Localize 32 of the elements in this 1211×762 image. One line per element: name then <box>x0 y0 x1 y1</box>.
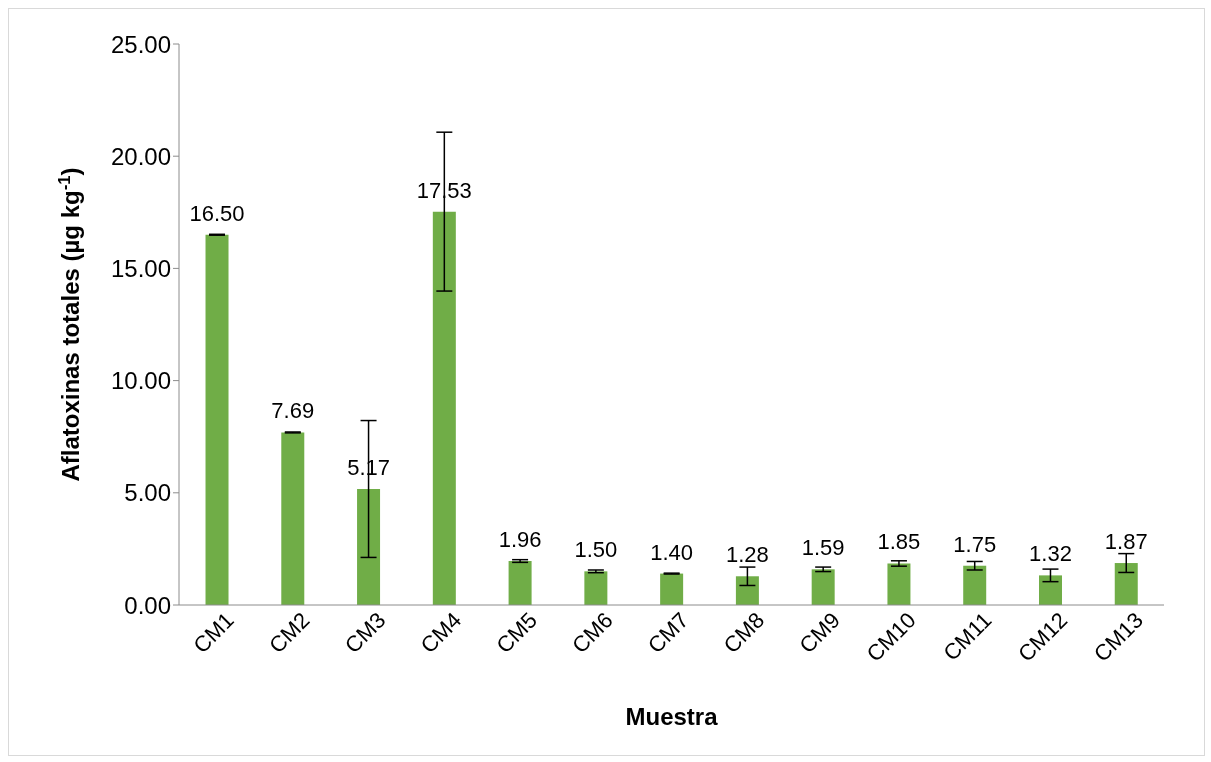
bar <box>281 432 305 605</box>
data-label: 1.85 <box>877 529 921 555</box>
bar <box>1038 575 1062 605</box>
data-label: 1.40 <box>650 539 694 565</box>
y-tick-label: 20.00 <box>110 142 171 170</box>
y-tick-label: 10.00 <box>110 367 171 395</box>
data-label: 1.28 <box>725 542 769 568</box>
y-tick-label: 5.00 <box>124 479 171 507</box>
y-tick-label: 15.00 <box>110 254 171 282</box>
x-axis-title: Muestra <box>625 703 719 730</box>
bar <box>584 571 608 605</box>
data-label: 1.32 <box>1029 541 1072 567</box>
bar <box>735 576 759 605</box>
data-label: 1.75 <box>953 531 997 557</box>
bar <box>508 561 532 605</box>
x-tick-label: CM1 <box>188 607 239 658</box>
data-label: 1.59 <box>801 535 845 561</box>
bar <box>660 573 684 605</box>
bar <box>357 488 381 605</box>
bar <box>963 565 987 605</box>
data-label: 1.96 <box>498 527 542 553</box>
data-label: 1.87 <box>1104 529 1148 555</box>
bar <box>887 563 911 605</box>
data-label: 7.69 <box>271 398 315 424</box>
bar <box>205 234 229 605</box>
bar <box>1114 563 1138 605</box>
y-tick-label: 0.00 <box>124 591 171 619</box>
y-tick-label: 25.00 <box>110 30 171 58</box>
data-label: 1.50 <box>574 537 618 563</box>
bar <box>432 211 456 605</box>
bar <box>811 569 835 605</box>
data-label: 16.50 <box>189 200 245 226</box>
